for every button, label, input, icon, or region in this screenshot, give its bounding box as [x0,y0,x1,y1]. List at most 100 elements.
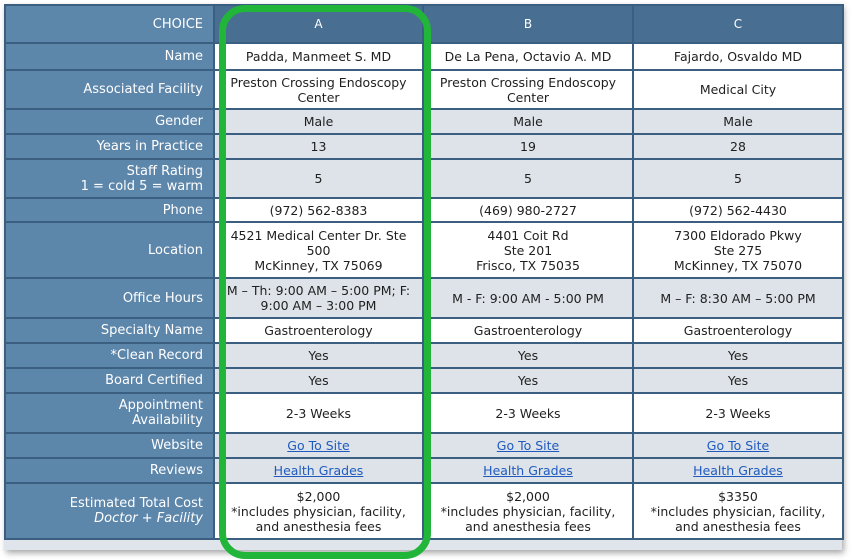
row-label-name: Name [4,42,215,71]
location-a-line-1: 4521 Medical Center Dr. Ste [230,227,407,243]
cost-c-amount: $3350 [718,488,758,504]
hours-b: M - F: 9:00 AM - 5:00 PM [422,277,634,319]
name-b: De La Pena, Octavio A. MD [422,42,634,71]
clean-b: Yes [422,342,634,369]
location-c: 7300 Eldorado Pkwy Ste 275 McKinney, TX … [632,221,844,279]
row-label-appointment: Appointment Availability [4,392,215,434]
row-label-website: Website [4,432,215,459]
hours-c: M – F: 8:30 AM – 5:00 PM [632,277,844,319]
health-grades-link-a[interactable]: Health Grades [273,463,364,478]
website-cell-c: Go To Site [632,432,844,459]
facility-b: Preston Crossing Endoscopy Center [422,69,634,110]
cost-c-note-1: *includes physician, facility, [650,503,826,519]
appointment-label-line-2: Availability [132,413,203,428]
row-label-phone: Phone [4,197,215,223]
reviews-cell-a: Health Grades [213,457,424,484]
health-grades-link-c[interactable]: Health Grades [693,463,783,478]
location-b: 4401 Coit Rd Ste 201 Frisco, TX 75035 [422,221,634,279]
table-row-appointment: Appointment Availability 2-3 Weeks 2-3 W… [4,392,844,434]
name-c: Fajardo, Osvaldo MD [632,42,844,71]
phone-b: (469) 980-2727 [422,197,634,223]
appointment-c: 2-3 Weeks [632,392,844,434]
table-row-clean-record: *Clean Record Yes Yes Yes [4,342,844,369]
website-cell-a: Go To Site [213,432,424,459]
go-to-site-link-b[interactable]: Go To Site [496,438,560,453]
years-a: 13 [213,133,424,160]
hours-a-line-1: M – Th: 9:00 AM – 5:00 PM; F: [226,283,411,298]
row-label-rating: Staff Rating 1 = cold 5 = warm [4,158,215,199]
location-c-line-1: 7300 Eldorado Pkwy [674,227,802,243]
cost-c: $3350 *includes physician, facility, and… [632,482,844,540]
go-to-site-link-c[interactable]: Go To Site [706,438,770,453]
location-b-line-3: Frisco, TX 75035 [476,257,580,273]
rating-a: 5 [213,158,424,199]
cost-b: $2,000 *includes physician, facility, an… [422,482,634,540]
location-a-line-3: McKinney, TX 75069 [254,257,383,273]
specialty-a: Gastroenterology [213,317,424,344]
row-label-board: Board Certified [4,367,215,394]
clean-a: Yes [213,342,424,369]
table-row-website: Website Go To Site Go To Site Go To Site [4,432,844,459]
rating-label-line-1: Staff Rating [126,163,203,179]
cost-b-amount: $2,000 [506,488,550,504]
health-grades-link-b[interactable]: Health Grades [483,463,573,478]
cost-c-note-2: and anesthesia fees [675,518,801,534]
column-header-c: C [632,4,844,44]
board-a: Yes [213,367,424,394]
facility-b-line-1: Preston Crossing Endoscopy [439,74,617,90]
row-label-hours: Office Hours [4,277,215,319]
cost-a: $2,000 *includes physician, facility, an… [213,482,424,540]
go-to-site-link-a[interactable]: Go To Site [287,438,350,453]
years-c: 28 [632,133,844,160]
gender-a: Male [213,108,424,135]
table-row-cost: Estimated Total Cost Doctor + Facility $… [4,482,844,540]
appointment-label-line-1: Appointment [118,398,203,413]
facility-a: Preston Crossing Endoscopy Center [213,69,424,110]
location-b-line-2: Ste 201 [503,242,553,258]
row-label-reviews: Reviews [4,457,215,484]
cost-label-line-2: Doctor + Facility [94,511,203,526]
facility-a-line-1: Preston Crossing Endoscopy [230,74,407,90]
website-cell-b: Go To Site [422,432,634,459]
rating-label-line-2: 1 = cold 5 = warm [80,178,203,194]
board-c: Yes [632,367,844,394]
location-a-line-2: 500 [306,242,331,258]
phone-c: (972) 562-4430 [632,197,844,223]
appointment-b: 2-3 Weeks [422,392,634,434]
facility-c: Medical City [632,69,844,110]
location-c-line-3: McKinney, TX 75070 [673,257,803,273]
table-row-specialty: Specialty Name Gastroenterology Gastroen… [4,317,844,344]
cost-b-note-2: and anesthesia fees [465,518,591,534]
header-row: CHOICE A B C [4,4,844,44]
cost-a-note-1: *includes physician, facility, [231,503,406,519]
table-row-facility: Associated Facility Preston Crossing End… [4,69,844,110]
cost-label-line-1: Estimated Total Cost [69,496,203,511]
cost-a-note-2: and anesthesia fees [255,518,382,534]
board-b: Yes [422,367,634,394]
cost-a-amount: $2,000 [296,488,341,504]
hours-a: M – Th: 9:00 AM – 5:00 PM; F: 9:00 AM – … [213,277,424,319]
specialty-c: Gastroenterology [632,317,844,344]
table-row-years: Years in Practice 13 19 28 [4,133,844,160]
gender-b: Male [422,108,634,135]
rating-b: 5 [422,158,634,199]
facility-b-line-2: Center [506,89,550,105]
appointment-a: 2-3 Weeks [213,392,424,434]
table-row-gender: Gender Male Male Male [4,108,844,135]
table-row-phone: Phone (972) 562-8383 (469) 980-2727 (972… [4,197,844,223]
row-label-specialty: Specialty Name [4,317,215,344]
table-row-name: Name Padda, Manmeet S. MD De La Pena, Oc… [4,42,844,71]
table-row-rating: Staff Rating 1 = cold 5 = warm 5 5 5 [4,158,844,199]
facility-a-line-2: Center [297,89,340,105]
row-label-clean-record: *Clean Record [4,342,215,369]
phone-a: (972) 562-8383 [213,197,424,223]
table-row-board: Board Certified Yes Yes Yes [4,367,844,394]
hours-a-line-2: 9:00 AM – 3:00 PM [260,298,377,313]
reviews-cell-c: Health Grades [632,457,844,484]
location-a: 4521 Medical Center Dr. Ste 500 McKinney… [213,221,424,279]
location-c-line-2: Ste 275 [713,242,763,258]
table-row-hours: Office Hours M – Th: 9:00 AM – 5:00 PM; … [4,277,844,319]
row-label-facility: Associated Facility [4,69,215,110]
column-header-b: B [422,4,634,44]
row-label-years: Years in Practice [4,133,215,160]
